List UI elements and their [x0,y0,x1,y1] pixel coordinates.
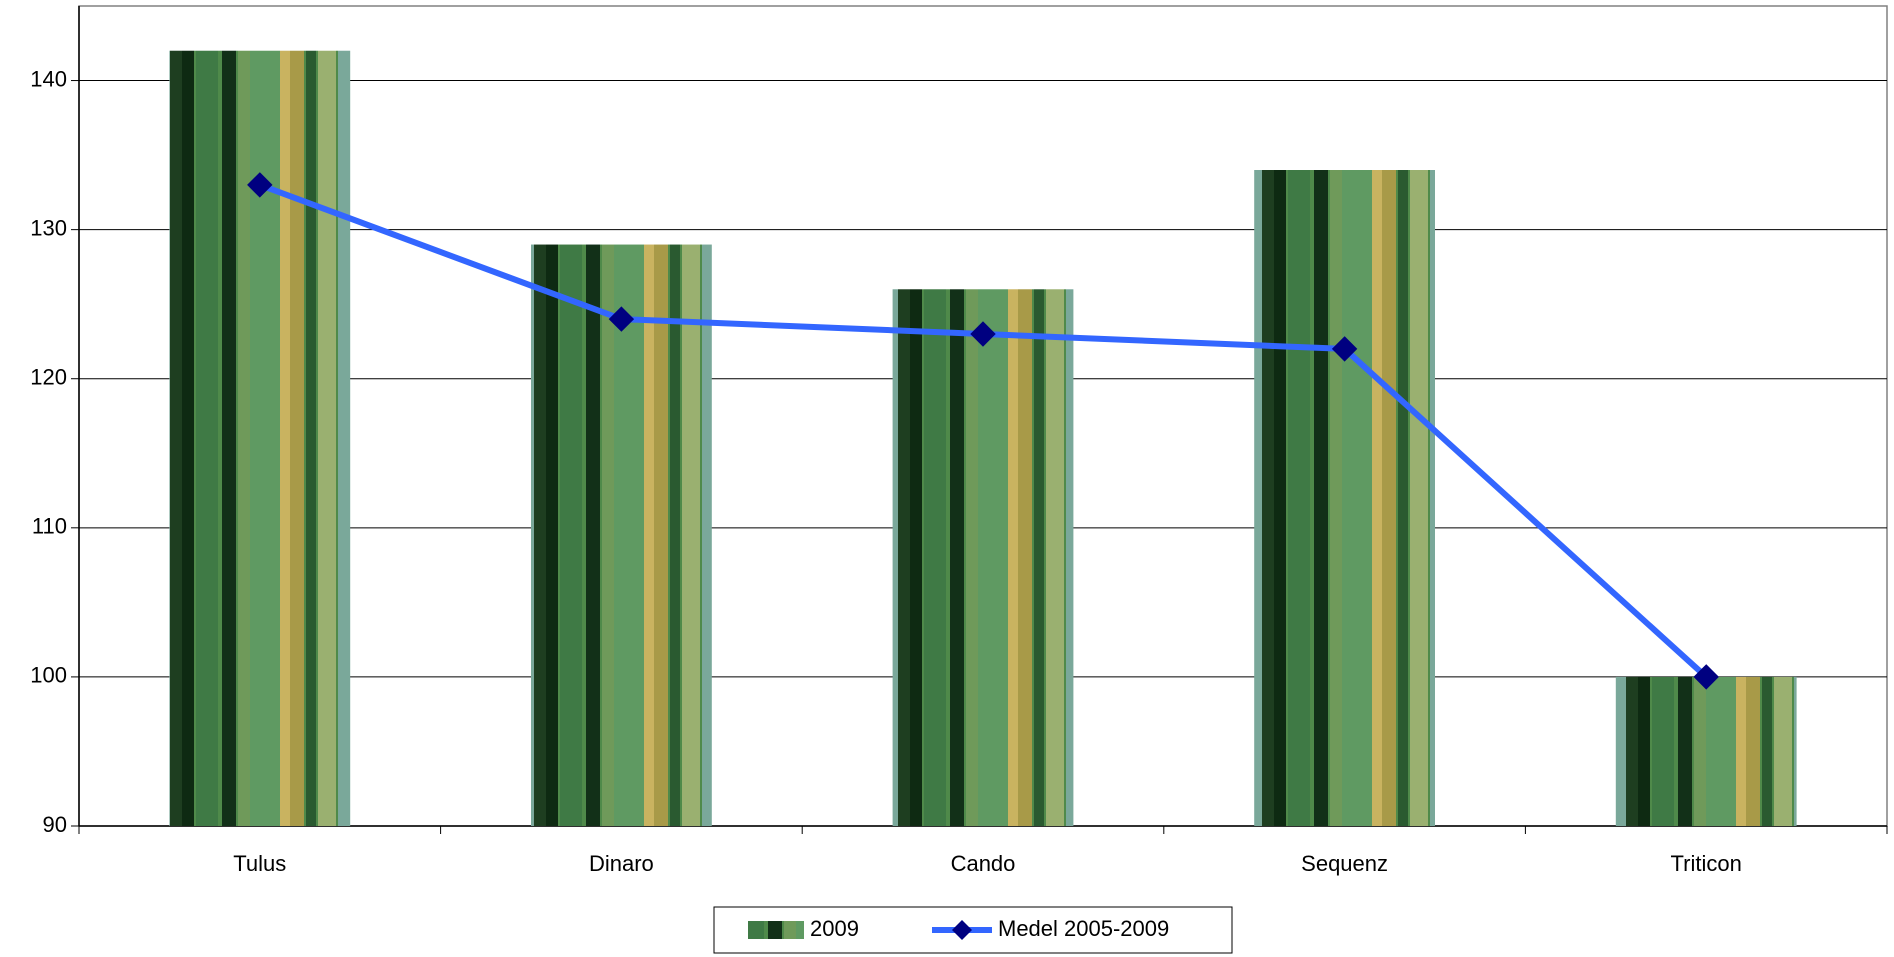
x-tick-label: Sequenz [1301,851,1388,876]
y-tick-label: 140 [30,66,67,91]
y-tick-label: 90 [43,812,67,837]
bar [892,289,1074,827]
legend-marker [952,920,972,940]
bar [1615,676,1797,826]
bar [169,50,351,826]
bar [531,244,712,826]
x-tick-label: Triticon [1671,851,1742,876]
legend-label: 2009 [810,916,859,941]
x-tick-label: Cando [951,851,1016,876]
y-tick-label: 130 [30,215,67,240]
legend-swatch [748,921,804,939]
marker [608,306,635,332]
legend-label: Medel 2005-2009 [998,916,1169,941]
y-tick-label: 120 [30,365,67,390]
marker [970,321,996,347]
marker [1693,664,1719,690]
x-tick-label: Tulus [233,851,286,876]
y-tick-label: 110 [32,514,67,539]
x-tick-label: Dinaro [589,851,654,876]
bar [1254,170,1435,826]
marker [247,172,273,198]
y-tick-label: 100 [30,663,67,688]
marker [1331,336,1358,362]
